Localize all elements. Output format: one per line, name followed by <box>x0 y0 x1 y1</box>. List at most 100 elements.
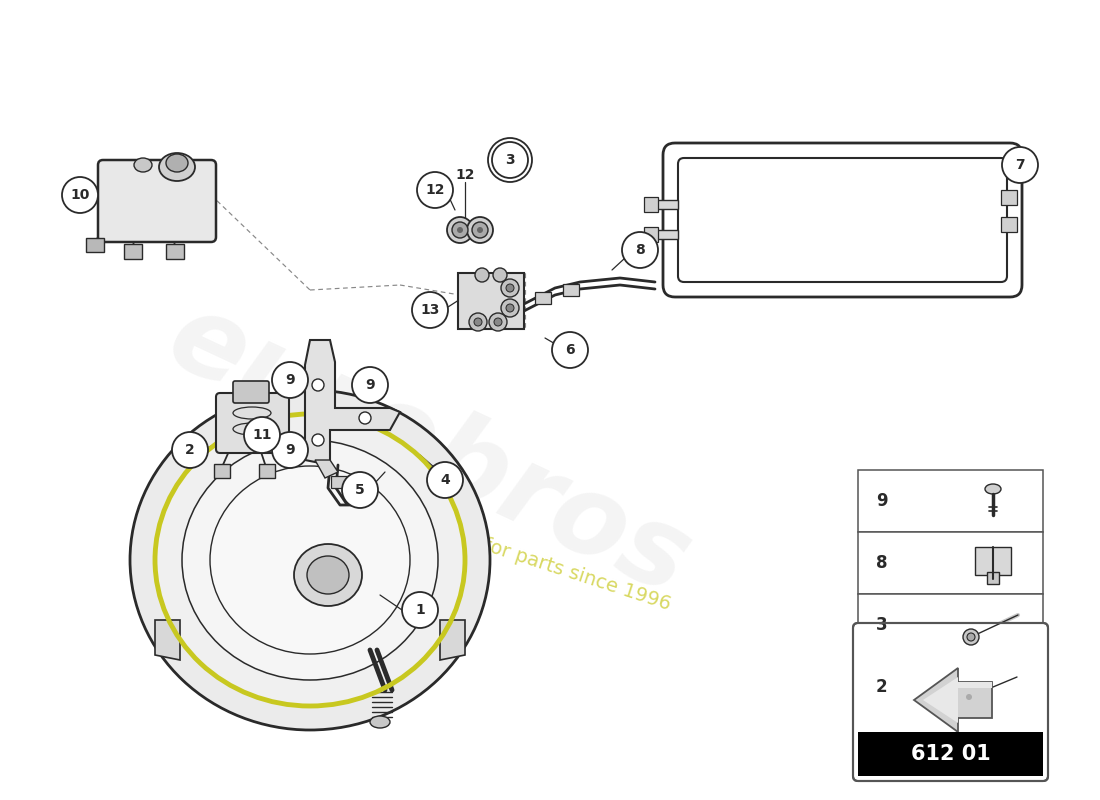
Polygon shape <box>653 200 678 209</box>
Circle shape <box>475 268 490 282</box>
Circle shape <box>962 629 979 645</box>
Text: 13: 13 <box>420 303 440 317</box>
Ellipse shape <box>370 716 390 728</box>
Circle shape <box>493 268 507 282</box>
Text: 3: 3 <box>876 616 888 634</box>
Text: 9: 9 <box>876 492 888 510</box>
Text: 6: 6 <box>565 343 575 357</box>
Ellipse shape <box>134 158 152 172</box>
Polygon shape <box>305 340 400 465</box>
Circle shape <box>452 222 468 238</box>
Ellipse shape <box>294 544 362 606</box>
FancyBboxPatch shape <box>331 476 346 488</box>
FancyBboxPatch shape <box>975 547 1011 575</box>
Circle shape <box>1002 147 1038 183</box>
Circle shape <box>359 412 371 424</box>
Ellipse shape <box>182 440 438 680</box>
Circle shape <box>272 362 308 398</box>
FancyBboxPatch shape <box>563 284 579 296</box>
Text: 9: 9 <box>285 373 295 387</box>
Ellipse shape <box>160 153 195 181</box>
Polygon shape <box>155 620 180 660</box>
Text: a passion for parts since 1996: a passion for parts since 1996 <box>387 506 673 614</box>
Ellipse shape <box>155 414 465 706</box>
Circle shape <box>342 472 378 508</box>
FancyBboxPatch shape <box>216 393 289 453</box>
Circle shape <box>312 379 324 391</box>
Circle shape <box>500 279 519 297</box>
Circle shape <box>474 318 482 326</box>
FancyBboxPatch shape <box>98 160 216 242</box>
Text: 5: 5 <box>355 483 365 497</box>
FancyBboxPatch shape <box>858 732 1043 776</box>
Circle shape <box>472 222 488 238</box>
Ellipse shape <box>210 466 410 654</box>
Text: eurobros: eurobros <box>153 282 707 618</box>
Text: 9: 9 <box>365 378 375 392</box>
FancyBboxPatch shape <box>678 158 1006 282</box>
Circle shape <box>402 592 438 628</box>
FancyBboxPatch shape <box>346 477 363 489</box>
Circle shape <box>506 284 514 292</box>
FancyBboxPatch shape <box>644 197 658 212</box>
Circle shape <box>552 332 589 368</box>
FancyBboxPatch shape <box>663 143 1022 297</box>
FancyBboxPatch shape <box>166 244 184 259</box>
Text: 8: 8 <box>876 554 888 572</box>
Circle shape <box>967 633 975 641</box>
Circle shape <box>352 367 388 403</box>
Text: 7: 7 <box>1015 158 1025 172</box>
FancyBboxPatch shape <box>258 464 275 478</box>
Circle shape <box>312 434 324 446</box>
Circle shape <box>427 462 463 498</box>
Circle shape <box>412 292 448 328</box>
Polygon shape <box>315 460 338 478</box>
Circle shape <box>469 313 487 331</box>
Polygon shape <box>923 677 992 723</box>
FancyBboxPatch shape <box>214 464 230 478</box>
Circle shape <box>488 138 532 182</box>
Polygon shape <box>440 620 465 660</box>
Circle shape <box>447 217 473 243</box>
Circle shape <box>490 313 507 331</box>
Circle shape <box>506 304 514 312</box>
Circle shape <box>477 227 483 233</box>
FancyBboxPatch shape <box>124 244 142 259</box>
Text: 9: 9 <box>285 443 295 457</box>
Ellipse shape <box>307 556 349 594</box>
Circle shape <box>417 172 453 208</box>
Circle shape <box>62 177 98 213</box>
FancyBboxPatch shape <box>1001 217 1018 232</box>
Polygon shape <box>653 230 678 239</box>
Circle shape <box>494 318 502 326</box>
Polygon shape <box>914 668 992 732</box>
Circle shape <box>172 432 208 468</box>
Circle shape <box>492 142 528 178</box>
Circle shape <box>499 149 521 171</box>
Circle shape <box>621 232 658 268</box>
Text: 612 01: 612 01 <box>911 744 990 764</box>
Circle shape <box>500 299 519 317</box>
Ellipse shape <box>984 484 1001 494</box>
FancyBboxPatch shape <box>644 227 658 242</box>
Ellipse shape <box>166 154 188 172</box>
Circle shape <box>966 694 972 700</box>
Text: 2: 2 <box>185 443 195 457</box>
FancyBboxPatch shape <box>535 292 551 304</box>
Text: 12: 12 <box>455 168 475 182</box>
FancyBboxPatch shape <box>86 238 104 252</box>
FancyBboxPatch shape <box>987 572 999 584</box>
Text: 2: 2 <box>876 678 888 696</box>
Circle shape <box>962 690 976 704</box>
Ellipse shape <box>130 390 490 730</box>
FancyBboxPatch shape <box>233 381 270 403</box>
Text: 1: 1 <box>415 603 425 617</box>
FancyBboxPatch shape <box>858 532 1043 594</box>
Text: 8: 8 <box>635 243 645 257</box>
Circle shape <box>456 227 463 233</box>
Text: 4: 4 <box>440 473 450 487</box>
FancyBboxPatch shape <box>858 594 1043 656</box>
FancyBboxPatch shape <box>858 656 1043 718</box>
FancyBboxPatch shape <box>1001 190 1018 205</box>
Circle shape <box>272 432 308 468</box>
